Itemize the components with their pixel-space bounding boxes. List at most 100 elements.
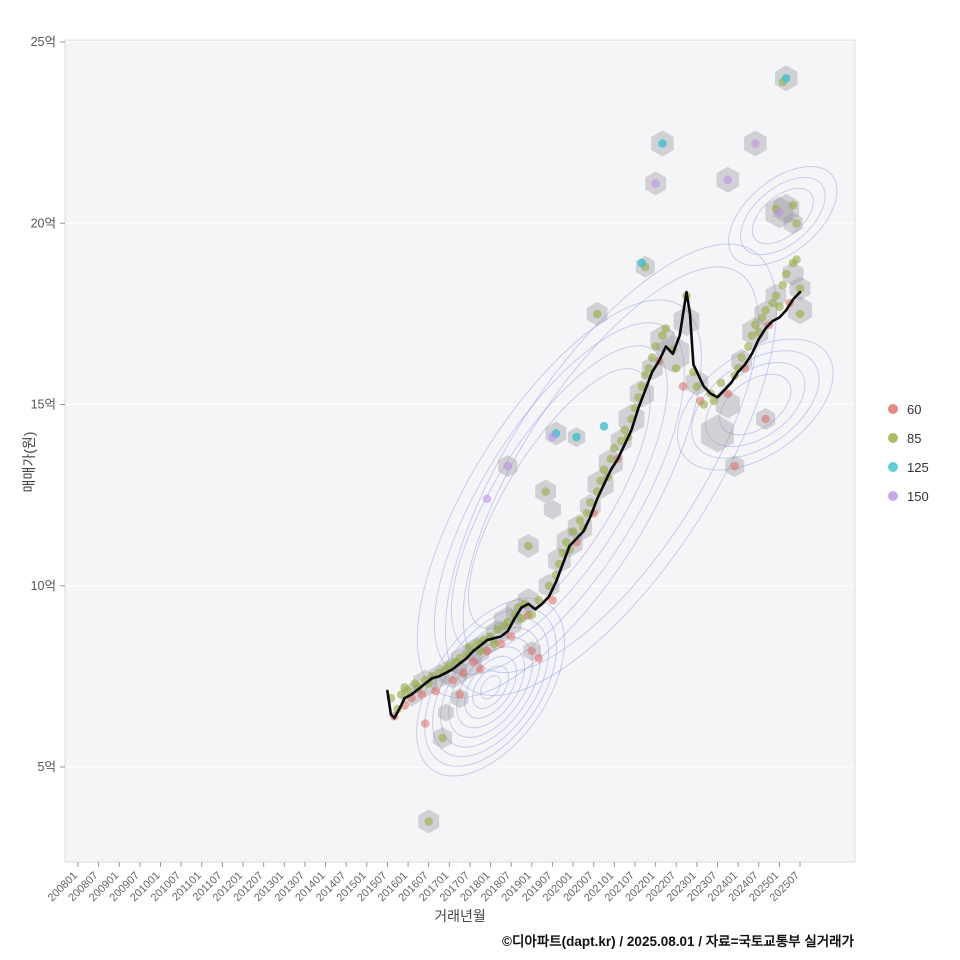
scatter-point xyxy=(424,817,434,826)
scatter-point xyxy=(644,364,653,373)
legend-dot-icon xyxy=(888,433,898,443)
scatter-point xyxy=(493,625,502,634)
y-tick-label: 20억 xyxy=(31,216,56,230)
scatter-point xyxy=(761,305,770,315)
hexbin xyxy=(450,643,483,680)
contour-ring xyxy=(444,243,777,696)
scatter-point xyxy=(572,432,581,442)
scatter-point xyxy=(476,664,485,674)
legend-item-60[interactable]: 60 xyxy=(888,398,929,420)
scatter-point xyxy=(592,309,602,319)
panel-border xyxy=(64,39,856,863)
scatter-point xyxy=(737,353,746,362)
scatter-point xyxy=(561,538,571,547)
contour-ring xyxy=(691,350,820,459)
scatter-point xyxy=(482,494,492,504)
scatter-point xyxy=(568,527,578,536)
scatter-point xyxy=(496,639,506,649)
y-axis: 5억 10억 15억 20억 25억 xyxy=(31,35,65,774)
scatter-point xyxy=(747,331,757,340)
scatter-point xyxy=(751,320,760,330)
scatter-point xyxy=(709,396,719,406)
scatter-point xyxy=(586,498,595,507)
scatter-point xyxy=(678,382,688,391)
y-axis-title: 매매가(원) xyxy=(21,431,37,493)
scatter-point xyxy=(396,690,406,699)
legend-label: 60 xyxy=(907,401,922,417)
y-tick-label: 10억 xyxy=(31,579,56,593)
scatter-point xyxy=(658,331,667,340)
scatter-point xyxy=(661,324,671,333)
scatter-point xyxy=(417,690,427,699)
scatter-point xyxy=(647,353,657,362)
scatter-point xyxy=(671,364,681,373)
contour-ring xyxy=(728,165,838,267)
legend-dot-icon xyxy=(888,462,898,472)
scatter-point xyxy=(420,719,430,728)
scatter-point xyxy=(455,690,464,699)
hexbin xyxy=(782,262,804,286)
y-tick-label: 5억 xyxy=(38,760,56,774)
legend-item-150[interactable]: 150 xyxy=(888,485,929,507)
scatter-point xyxy=(431,686,440,696)
legend-item-85[interactable]: 85 xyxy=(888,427,929,449)
scatter-point xyxy=(716,378,726,388)
contour-ring xyxy=(739,176,826,256)
legend-item-125[interactable]: 125 xyxy=(888,456,929,478)
scatter-point xyxy=(744,342,753,351)
scatter-point xyxy=(582,509,592,518)
scatter-point xyxy=(544,581,554,591)
contour-ring xyxy=(677,338,834,471)
source-caption: ©디아파트(dapt.kr) / 2025.08.01 / 자료=국토교통부 실… xyxy=(502,934,854,949)
scatter-point xyxy=(541,487,550,496)
hexbin xyxy=(701,414,734,453)
scatter-point xyxy=(792,255,801,264)
scatter-point xyxy=(448,675,458,685)
hexbin xyxy=(438,703,454,722)
plot-panel xyxy=(65,40,855,862)
scatter-point xyxy=(575,516,585,525)
scatter-point xyxy=(768,298,777,308)
contour-ring xyxy=(719,373,792,436)
legend-label: 125 xyxy=(907,459,929,475)
scatter-point xyxy=(651,342,660,351)
scatter-point xyxy=(781,74,791,83)
legend: 60 85 125 150 xyxy=(888,398,929,514)
scatter-point xyxy=(458,668,468,678)
scatter-point xyxy=(465,643,475,652)
scatter-point xyxy=(723,389,733,398)
scatter-point xyxy=(751,139,760,148)
scatter-point xyxy=(620,425,629,435)
y-tick-label: 25억 xyxy=(31,35,56,49)
scatter-point xyxy=(757,313,767,322)
scatter-point xyxy=(692,382,702,391)
scatter-point xyxy=(775,302,784,311)
x-axis-title: 거래년월 xyxy=(434,908,486,924)
scatter-point xyxy=(778,280,788,290)
scatter-point xyxy=(596,476,605,485)
scatter-point xyxy=(606,454,616,464)
scatter-point xyxy=(445,661,454,670)
scatter-point xyxy=(723,175,733,185)
x-axis: 2008012008072009012009072010012010072011… xyxy=(46,862,802,904)
contour-ring xyxy=(480,675,501,700)
scatter-point xyxy=(527,646,537,656)
contour-ring xyxy=(467,368,651,630)
hexbin xyxy=(543,499,562,520)
scatter-point xyxy=(527,610,537,620)
scatter-point xyxy=(641,371,650,380)
scatter-point xyxy=(699,400,708,409)
scatter-point xyxy=(438,733,447,743)
scatter-point xyxy=(658,139,667,148)
scatter-point xyxy=(503,461,513,471)
scatter-point xyxy=(637,258,647,268)
scatter-point xyxy=(610,443,619,453)
scatter-point xyxy=(795,309,805,319)
hexbin xyxy=(715,390,740,419)
scatter-point xyxy=(651,179,660,188)
legend-label: 150 xyxy=(907,488,929,504)
contour-ring xyxy=(456,646,525,729)
contour-ring xyxy=(416,597,565,777)
